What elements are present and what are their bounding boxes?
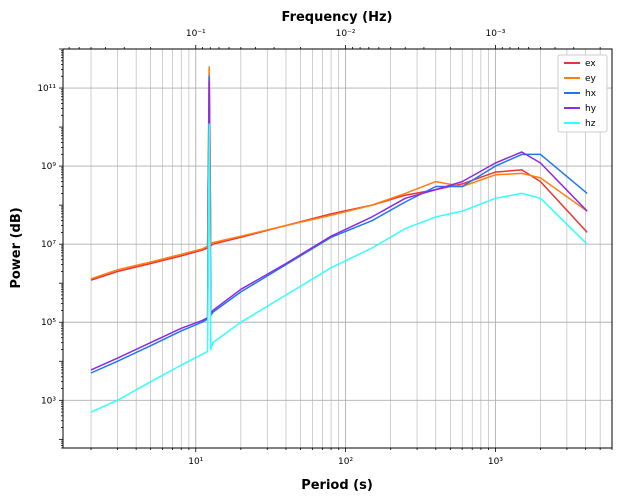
series-line-hz [90,123,588,413]
legend-box [557,54,608,133]
legend: ex ey hx hy hz [557,54,608,133]
top-tick-label: 10⁻³ [486,29,506,39]
x-tick-label: 10¹ [188,457,203,467]
top-axis-title: Frequency (Hz) [282,10,393,25]
top-tick-label: 10⁻¹ [186,29,206,39]
legend-label-hx: hx [585,89,597,99]
y-tick-label: 10³ [41,396,56,406]
x-tick-label: 10² [338,457,353,467]
legend-label-hz: hz [585,119,596,129]
ticks: 10¹ 10² 10³ 10⁻¹ 10⁻² 10⁻³ 10³ 10⁵ 10⁷ 10⁹ 10¹¹ [37,29,613,467]
y-tick-label: 10¹¹ [37,84,56,94]
y-tick-label: 10⁵ [41,318,56,328]
x-axis-title: Period (s) [301,478,373,493]
legend-label-ey: ey [585,74,597,84]
legend-label-ex: ex [585,59,596,69]
y-tick-label: 10⁷ [41,240,56,250]
plot-frame [62,48,613,449]
series-line-hy [90,80,588,371]
series-line-ey [90,66,588,280]
y-axis-title: Power (dB) [9,207,24,288]
y-tick-label: 10⁹ [41,162,56,172]
top-tick-label: 10⁻² [336,29,356,39]
series-lines [90,66,588,413]
legend-label-hy: hy [585,104,597,114]
series-line-hx [90,75,588,374]
x-tick-label: 10³ [488,457,503,467]
